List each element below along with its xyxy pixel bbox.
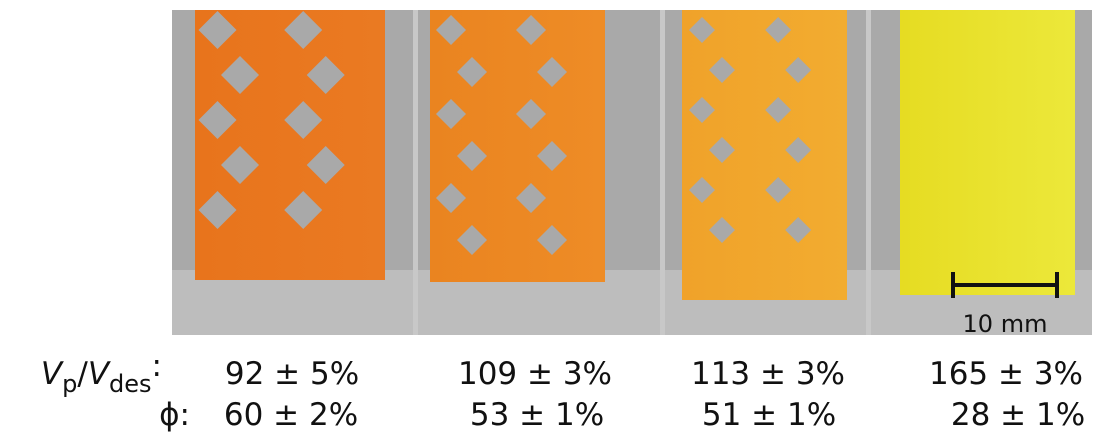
- sample-strip: [682, 10, 847, 300]
- slash: /: [77, 356, 88, 392]
- lattice-hole: [785, 217, 812, 243]
- lattice-hole: [436, 99, 466, 129]
- lattice-hole: [457, 225, 487, 255]
- colon: :: [180, 397, 190, 433]
- lattice-hole: [537, 225, 567, 255]
- lattice-hole: [537, 57, 567, 87]
- lattice-hole: [785, 137, 812, 163]
- value-label: 165 ± 3%: [929, 356, 1083, 392]
- lattice-hole: [198, 101, 237, 139]
- lattice-hole: [284, 191, 323, 229]
- lattice-hole: [537, 141, 567, 171]
- lattice-hole: [198, 191, 237, 229]
- lattice-hole: [284, 11, 323, 49]
- lattice-hole: [689, 17, 715, 43]
- value-label: 60 ± 2%: [224, 397, 358, 433]
- divider: [866, 10, 871, 335]
- lattice-hole: [516, 99, 546, 129]
- value-label: 113 ± 3%: [691, 356, 845, 392]
- subscript: p: [62, 370, 77, 398]
- lattice-hole: [516, 183, 546, 213]
- lattice-hole: [284, 101, 323, 139]
- lattice-hole: [689, 97, 715, 123]
- row-label: Vp/Vdes:: [41, 348, 162, 398]
- symbol: V: [41, 356, 65, 392]
- lattice-hole: [221, 146, 259, 184]
- lattice-hole: [436, 15, 466, 45]
- scale-label: 10 mm: [963, 310, 1048, 338]
- divider: [413, 10, 418, 335]
- row-label: ϕ:: [159, 397, 190, 433]
- lattice-hole: [457, 57, 487, 87]
- lattice-hole: [765, 97, 792, 123]
- symbol: ϕ: [159, 397, 179, 433]
- value-label: 53 ± 1%: [470, 397, 604, 433]
- scale-bar: 10 mm: [951, 272, 1059, 338]
- colon: :: [152, 348, 162, 384]
- lattice-hole: [785, 57, 812, 83]
- lattice-hole: [516, 15, 546, 45]
- lattice-hole: [709, 57, 735, 83]
- lattice-hole: [765, 17, 792, 43]
- value-label: 109 ± 3%: [458, 356, 612, 392]
- photo: [172, 10, 1092, 335]
- lattice-hole: [198, 11, 237, 49]
- value-label: 92 ± 5%: [225, 356, 359, 392]
- sample-strip: [195, 10, 385, 280]
- lattice-hole: [221, 56, 259, 94]
- value-label: 51 ± 1%: [702, 397, 836, 433]
- subscript: des: [109, 370, 152, 398]
- divider: [660, 10, 665, 335]
- lattice-hole: [306, 146, 345, 184]
- lattice-hole: [306, 56, 345, 94]
- lattice-hole: [709, 137, 735, 163]
- sample-strip: [430, 10, 605, 282]
- lattice-hole: [689, 177, 715, 203]
- lattice-hole: [457, 141, 487, 171]
- lattice-hole: [709, 217, 735, 243]
- lattice-hole: [436, 183, 466, 213]
- symbol: V: [88, 356, 112, 392]
- sample-strip: [900, 10, 1075, 295]
- value-label: 28 ± 1%: [951, 397, 1085, 433]
- lattice-hole: [765, 177, 792, 203]
